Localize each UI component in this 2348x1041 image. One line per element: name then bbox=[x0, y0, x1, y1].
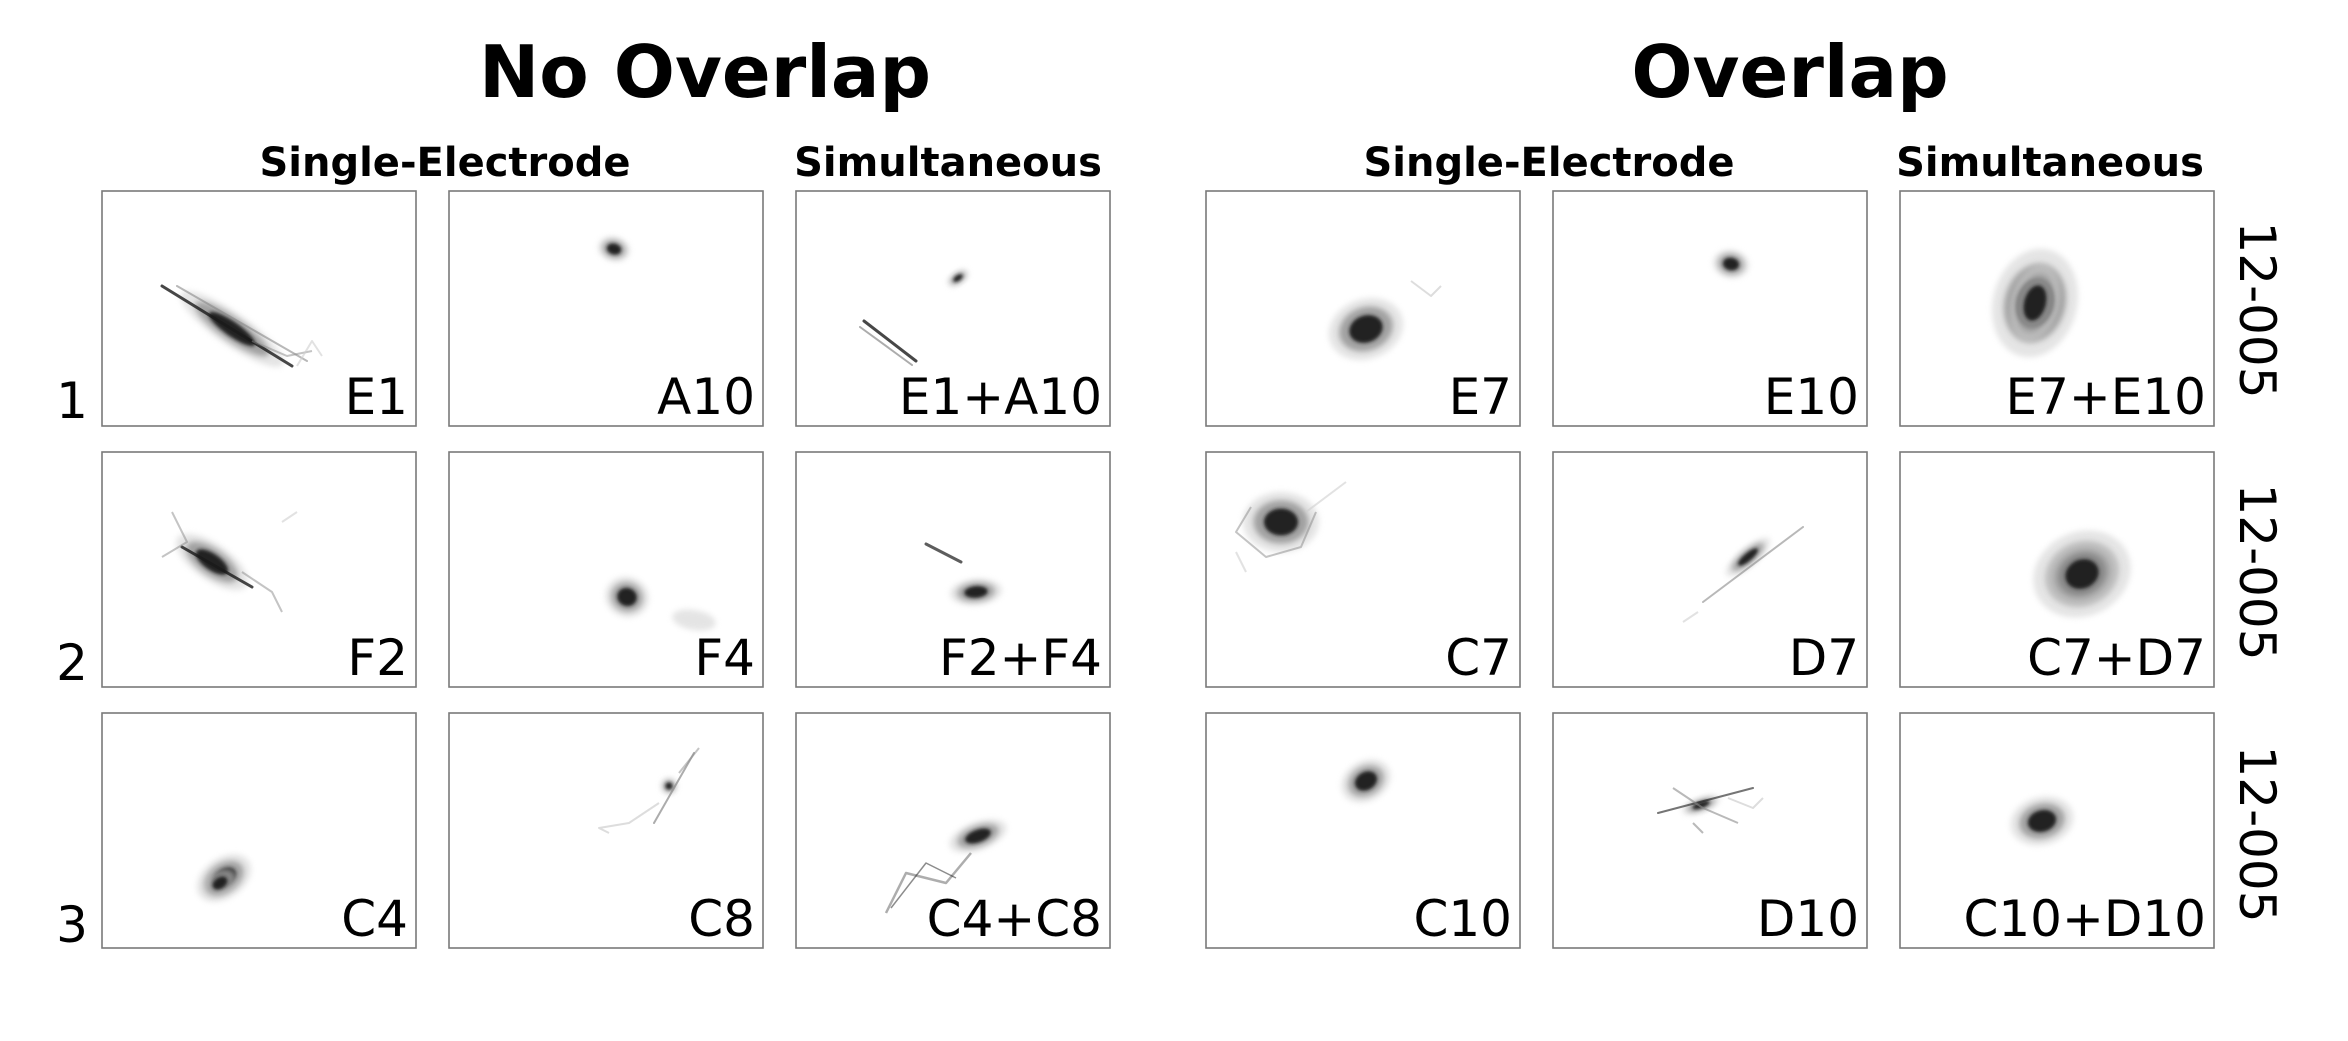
phosphene-panel: C10 bbox=[1205, 712, 1521, 949]
row-label-3: 3 bbox=[56, 896, 88, 954]
panel-frame bbox=[1552, 712, 1868, 949]
electrode-label: E1+A10 bbox=[899, 368, 1102, 426]
electrode-label: D10 bbox=[1757, 890, 1859, 948]
panel-frame bbox=[1552, 451, 1868, 688]
phosphene-drawing bbox=[1713, 249, 1749, 279]
phosphene-panel: E7+E10 bbox=[1899, 190, 2215, 427]
phosphene-drawing bbox=[2010, 796, 2074, 846]
phosphene-drawing bbox=[1235, 481, 1347, 573]
phosphene-drawing bbox=[884, 819, 1007, 914]
phosphene-drawing bbox=[161, 511, 298, 613]
phosphene-panel: C4+C8 bbox=[795, 712, 1111, 949]
panel-frame bbox=[795, 712, 1111, 949]
phosphene-drawing bbox=[196, 854, 252, 902]
phosphene-panel: C7+D7 bbox=[1899, 451, 2215, 688]
electrode-label: C10 bbox=[1413, 890, 1512, 948]
electrode-label: F2 bbox=[347, 629, 408, 687]
phosphene-panel: D7 bbox=[1552, 451, 1868, 688]
subject-label-row-1: 12-005 bbox=[2228, 221, 2286, 398]
phosphene-drawing bbox=[1341, 759, 1391, 803]
phosphene-panel: E7 bbox=[1205, 190, 1521, 427]
panel-frame bbox=[1552, 190, 1868, 427]
phosphene-drawing bbox=[598, 236, 630, 262]
subject-label-row-3: 12-005 bbox=[2228, 745, 2286, 922]
electrode-label: D7 bbox=[1789, 629, 1859, 687]
column-header-single-electrode-right: Single-Electrode bbox=[1363, 140, 1734, 186]
electrode-label: C7+D7 bbox=[2027, 629, 2206, 687]
phosphene-panel: F4 bbox=[448, 451, 764, 688]
column-header-simultaneous-right: Simultaneous bbox=[1896, 140, 2204, 186]
phosphene-panel: C4 bbox=[101, 712, 417, 949]
phosphene-drawing bbox=[1682, 526, 1804, 623]
electrode-label: C10+D10 bbox=[1963, 890, 2206, 948]
phosphene-panel: C10+D10 bbox=[1899, 712, 2215, 949]
phosphene-drawing bbox=[2033, 530, 2131, 618]
phosphene-drawing bbox=[859, 269, 969, 366]
panel-frame bbox=[448, 451, 764, 688]
phosphene-drawing bbox=[1328, 280, 1442, 361]
panel-frame bbox=[1205, 712, 1521, 949]
panel-frame bbox=[795, 190, 1111, 427]
phosphene-panel: F2+F4 bbox=[795, 451, 1111, 688]
group-title-no-overlap: No Overlap bbox=[479, 30, 931, 114]
panel-frame bbox=[101, 451, 417, 688]
electrode-label: C4+C8 bbox=[927, 890, 1102, 948]
panel-frame bbox=[101, 712, 417, 949]
phosphene-panel: F2 bbox=[101, 451, 417, 688]
subject-label-row-2: 12-005 bbox=[2228, 483, 2286, 660]
panel-grid: E1 A10 E1+A10 E7 E10 E7+E10 F2 F4 F2+F4 C7 D7 C7+D7… bbox=[101, 190, 2215, 949]
phosphene-drawing bbox=[598, 747, 700, 834]
group-title-overlap: Overlap bbox=[1631, 30, 1948, 114]
electrode-label: C7 bbox=[1445, 629, 1512, 687]
electrode-label: E1 bbox=[345, 368, 408, 426]
column-header-simultaneous-left: Simultaneous bbox=[794, 140, 1102, 186]
electrode-label: F4 bbox=[694, 629, 755, 687]
phosphene-drawing bbox=[160, 284, 323, 368]
panel-frame bbox=[795, 451, 1111, 688]
electrode-label: E7 bbox=[1449, 368, 1512, 426]
phosphene-panel: A10 bbox=[448, 190, 764, 427]
phosphene-panel: C7 bbox=[1205, 451, 1521, 688]
column-header-single-electrode-left: Single-Electrode bbox=[259, 140, 630, 186]
phosphene-panel: E1 bbox=[101, 190, 417, 427]
electrode-label: E10 bbox=[1764, 368, 1859, 426]
phosphene-panel: E10 bbox=[1552, 190, 1868, 427]
electrode-label: A10 bbox=[657, 368, 755, 426]
phosphene-drawing bbox=[1657, 787, 1764, 834]
phosphene-drawing bbox=[924, 542, 1002, 606]
panel-frame bbox=[1205, 451, 1521, 688]
row-label-2: 2 bbox=[56, 634, 88, 692]
electrode-label: F2+F4 bbox=[939, 629, 1102, 687]
phosphene-panel: C8 bbox=[448, 712, 764, 949]
phosphene-drawing bbox=[1992, 248, 2078, 358]
row-label-1: 1 bbox=[56, 372, 88, 430]
panel-frame bbox=[448, 190, 764, 427]
electrode-label: C4 bbox=[341, 890, 408, 948]
electrode-label: C8 bbox=[688, 890, 755, 948]
panel-frame bbox=[101, 190, 417, 427]
phosphene-panel: D10 bbox=[1552, 712, 1868, 949]
phosphene-panel: E1+A10 bbox=[795, 190, 1111, 427]
electrode-label: E7+E10 bbox=[2005, 368, 2206, 426]
phosphene-drawing bbox=[605, 576, 716, 631]
